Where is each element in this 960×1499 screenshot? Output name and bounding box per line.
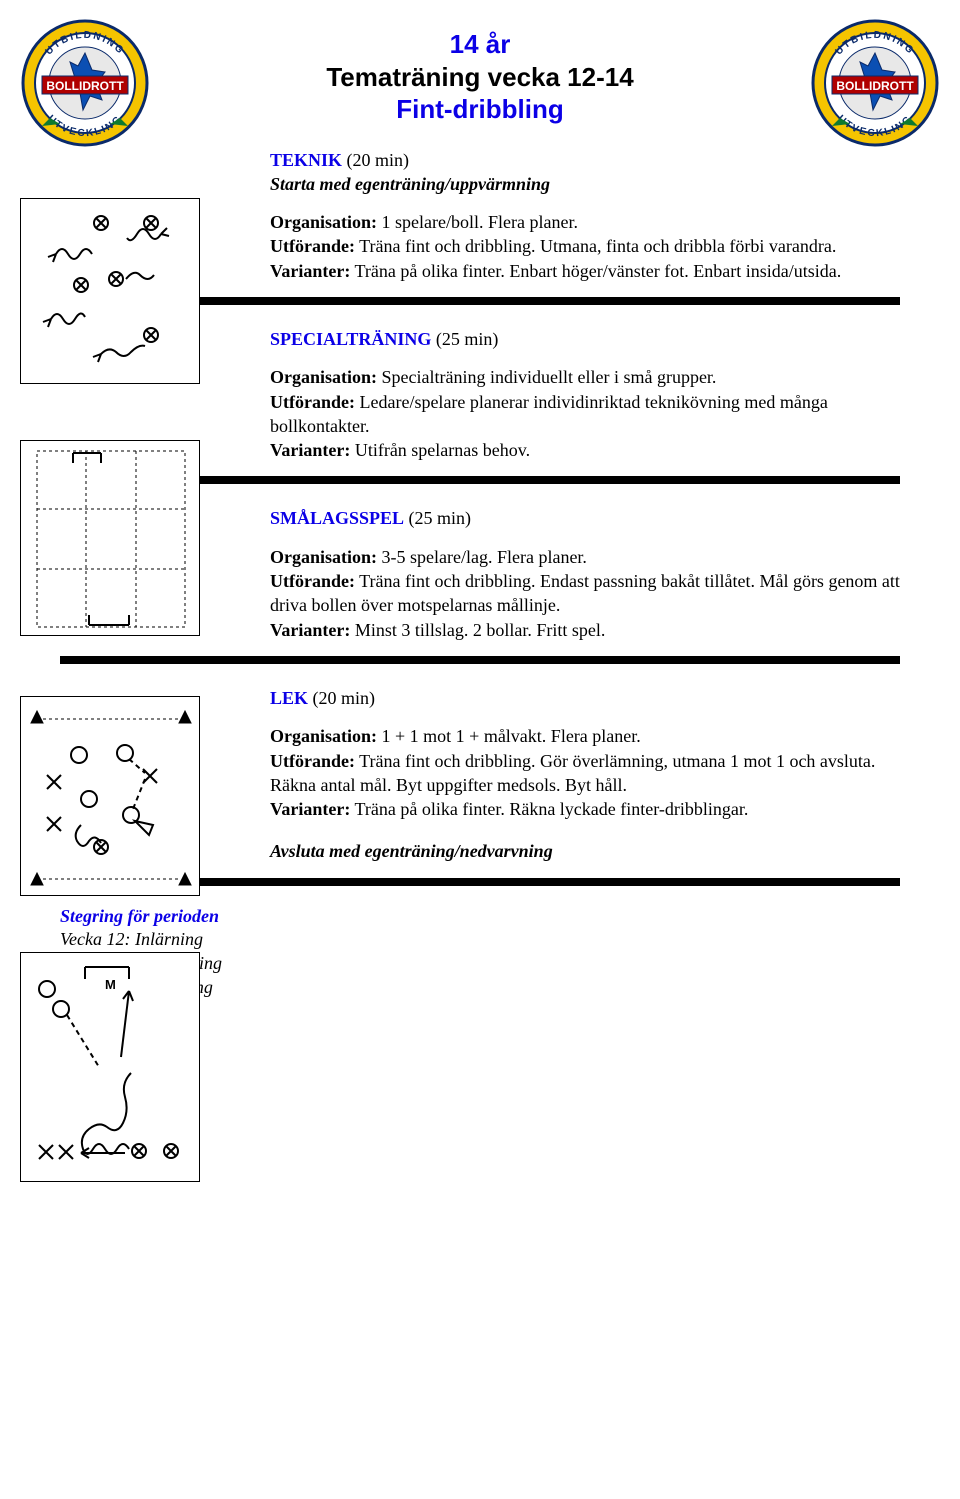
section-duration: (25 min) bbox=[409, 508, 472, 528]
var-text: Minst 3 tillslag. 2 bollar. Fritt spel. bbox=[355, 620, 606, 640]
logo-left: UTBILDNING UTVECKLING BOLLIDROTT bbox=[20, 18, 150, 153]
org-label: Organisation: bbox=[270, 212, 377, 232]
var-label: Varianter: bbox=[270, 440, 350, 460]
section-lek: LEK (20 min) Organisation: 1 + 1 mot 1 +… bbox=[270, 686, 900, 864]
section-heading: LEK bbox=[270, 688, 308, 708]
diagram-specialtraning bbox=[20, 440, 200, 636]
section-duration: (25 min) bbox=[436, 329, 499, 349]
goalkeeper-label: M bbox=[105, 977, 116, 992]
section-duration: (20 min) bbox=[347, 150, 410, 170]
utf-label: Utförande: bbox=[270, 392, 355, 412]
section-outro: Avsluta med egenträning/nedvarvning bbox=[270, 839, 900, 863]
svg-text:BOLLIDROTT: BOLLIDROTT bbox=[836, 79, 914, 93]
footer-line: Vecka 12: Inlärning bbox=[60, 927, 900, 951]
section-smalagsspel: SMÅLAGSSPEL (25 min) Organisation: 3-5 s… bbox=[270, 506, 900, 641]
utf-label: Utförande: bbox=[270, 236, 355, 256]
org-label: Organisation: bbox=[270, 367, 377, 387]
title-line-3: Fint-dribbling bbox=[60, 93, 900, 126]
title-line-1: 14 år bbox=[60, 28, 900, 61]
section-specialtraning: SPECIALTRÄNING (25 min) Organisation: Sp… bbox=[270, 327, 900, 462]
section-divider bbox=[60, 656, 900, 664]
logo-right: UTBILDNING UTVECKLING BOLLIDROTT bbox=[810, 18, 940, 153]
org-text: Specialträning individuellt eller i små … bbox=[382, 367, 717, 387]
section-heading: SMÅLAGSSPEL bbox=[270, 508, 404, 528]
org-label: Organisation: bbox=[270, 726, 377, 746]
org-text: 1 spelare/boll. Flera planer. bbox=[382, 212, 578, 232]
var-label: Varianter: bbox=[270, 261, 350, 281]
title-line-2: Tematräning vecka 12-14 bbox=[60, 61, 900, 94]
section-intro: Starta med egenträning/uppvärmning bbox=[270, 172, 900, 196]
footer-heading: Stegring för perioden bbox=[60, 906, 900, 927]
org-label: Organisation: bbox=[270, 547, 377, 567]
utf-label: Utförande: bbox=[270, 571, 355, 591]
var-text: Träna på olika finter. Räkna lyckade fin… bbox=[355, 799, 749, 819]
diagram-smalagsspel bbox=[20, 696, 200, 896]
section-heading: TEKNIK bbox=[270, 150, 342, 170]
section-heading: SPECIALTRÄNING bbox=[270, 329, 431, 349]
utf-text: Träna fint och dribbling. Gör överlämnin… bbox=[270, 751, 875, 795]
bollidrott-logo-icon: UTBILDNING UTVECKLING BOLLIDROTT bbox=[20, 18, 150, 148]
diagram-lek: M bbox=[20, 952, 200, 1182]
section-duration: (20 min) bbox=[313, 688, 376, 708]
org-text: 1 + 1 mot 1 + målvakt. Flera planer. bbox=[382, 726, 641, 746]
diagram-teknik bbox=[20, 198, 200, 384]
logo-main-text: BOLLIDROTT bbox=[46, 79, 124, 93]
var-label: Varianter: bbox=[270, 620, 350, 640]
bollidrott-logo-icon: UTBILDNING UTVECKLING BOLLIDROTT bbox=[810, 18, 940, 148]
var-text: Träna på olika finter. Enbart höger/väns… bbox=[355, 261, 842, 281]
section-teknik: TEKNIK (20 min) Starta med egenträning/u… bbox=[270, 148, 900, 283]
utf-label: Utförande: bbox=[270, 751, 355, 771]
var-label: Varianter: bbox=[270, 799, 350, 819]
org-text: 3-5 spelare/lag. Flera planer. bbox=[382, 547, 587, 567]
utf-text: Träna fint och dribbling. Endast passnin… bbox=[270, 571, 900, 615]
utf-text: Träna fint och dribbling. Utmana, finta … bbox=[359, 236, 836, 256]
var-text: Utifrån spelarnas behov. bbox=[355, 440, 530, 460]
page-header: UTBILDNING UTVECKLING BOLLIDROTT bbox=[60, 28, 900, 126]
